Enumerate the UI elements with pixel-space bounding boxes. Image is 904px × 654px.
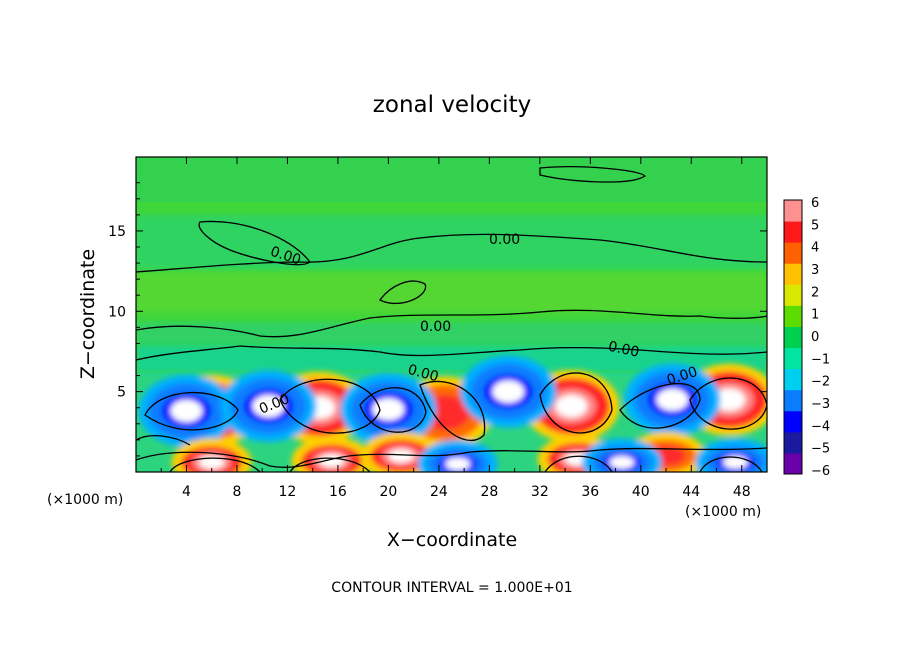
x-tick-label: 12 <box>279 484 297 500</box>
colorbar-label: −5 <box>811 442 830 457</box>
contour-line <box>539 372 613 434</box>
contour-label: 0.00 <box>607 339 641 361</box>
contour-line <box>136 345 767 361</box>
colorbar-swatch <box>784 431 802 454</box>
x-axis-label: X−coordinate <box>387 529 517 551</box>
velocity-cell-peak <box>656 388 689 411</box>
colorbar-swatch <box>784 221 802 243</box>
colorbar: 6 5 4 3 2 1 0 −1 −2 −3 −4 −5 −6 <box>783 196 830 479</box>
colorbar-label: 1 <box>811 308 819 323</box>
contour-line <box>136 447 767 468</box>
velocity-cell-peak <box>445 457 471 471</box>
colorbar-swatch <box>784 410 802 433</box>
colorbar-swatches <box>784 200 802 475</box>
colorbar-label: 4 <box>811 241 819 256</box>
x-tick-label: 32 <box>531 484 549 500</box>
field-band <box>136 157 767 202</box>
velocity-cell-peak <box>609 455 635 469</box>
colorbar-frame <box>783 199 803 475</box>
contour-line <box>539 166 646 183</box>
contour-label: 0.00 <box>406 362 440 386</box>
colorbar-swatch <box>784 200 802 222</box>
y-tick-label: 15 <box>108 224 126 240</box>
colorbar-label: 0 <box>811 330 819 345</box>
y-axis: 5 10 15 <box>108 182 767 457</box>
contour-line <box>198 220 311 266</box>
contour-line <box>136 233 767 273</box>
contour-line <box>144 391 239 431</box>
y-tick-label: 5 <box>117 385 126 401</box>
colorbar-label: 3 <box>811 263 819 278</box>
x-unit-right: (×1000 m) <box>685 504 761 520</box>
x-tick-label: 48 <box>733 484 751 500</box>
velocity-cell-peak <box>252 394 285 418</box>
colorbar-label: 6 <box>811 196 819 211</box>
colorbar-swatch <box>784 242 802 264</box>
contour-label: 0.00 <box>420 319 451 335</box>
contour-line <box>544 455 613 472</box>
colorbar-swatch <box>784 368 802 391</box>
colorbar-labels: 6 5 4 3 2 1 0 −1 −2 −3 −4 −5 −6 <box>811 196 830 479</box>
colorbar-swatch <box>784 452 802 475</box>
x-tick-label: 40 <box>632 484 650 500</box>
x-tick-label: 8 <box>232 484 241 500</box>
y-axis-label: Z−coordinate <box>77 249 99 379</box>
heatmap-field: 0.00 0.00 0.00 0.00 0.00 0.00 0.00 <box>136 157 767 472</box>
velocity-cell-peak <box>372 398 405 421</box>
colorbar-swatch <box>784 326 802 349</box>
contour-line <box>136 435 191 446</box>
zero-contours <box>136 166 767 472</box>
velocity-cell-peak <box>492 380 525 403</box>
contour-line <box>699 456 763 472</box>
colorbar-label: −3 <box>811 397 830 412</box>
contour-label: 0.00 <box>489 232 520 248</box>
x-tick-label: 16 <box>329 484 347 500</box>
velocity-cell-peak <box>555 394 588 418</box>
colorbar-swatch <box>784 284 802 306</box>
contour-line <box>136 309 767 338</box>
field-band <box>136 322 767 344</box>
contour-line <box>419 380 486 441</box>
x-tick-label: 4 <box>182 484 191 500</box>
colorbar-label: −1 <box>811 352 830 367</box>
x-tick-label: 36 <box>581 484 599 500</box>
field-band <box>136 272 767 312</box>
colorbar-swatch <box>784 263 802 285</box>
y-tick-label: 10 <box>108 304 126 320</box>
contour-line <box>619 382 701 429</box>
contour-line <box>279 378 381 434</box>
velocity-cell-peak <box>713 388 746 411</box>
x-axis: 4 8 12 16 20 24 28 32 36 40 44 48 <box>160 157 751 500</box>
velocity-cell-peak <box>388 449 414 463</box>
x-tick-label: 24 <box>430 484 448 500</box>
contour-interval-note: CONTOUR INTERVAL = 1.000E+01 <box>331 580 572 596</box>
colorbar-label: −2 <box>811 375 830 390</box>
colorbar-swatch <box>784 305 802 327</box>
contour-line <box>289 457 371 472</box>
x-tick-label: 44 <box>682 484 700 500</box>
colorbar-label: −6 <box>811 464 830 479</box>
contour-line <box>379 280 427 305</box>
contour-line <box>169 457 261 472</box>
velocity-cell-peak <box>170 399 203 423</box>
colorbar-swatch <box>784 389 802 412</box>
velocity-cell-peak <box>199 455 225 469</box>
contour-line <box>359 387 427 433</box>
colorbar-label: 2 <box>811 285 819 300</box>
chart-title: zonal velocity <box>373 92 531 118</box>
plot-frame <box>135 156 768 473</box>
contour-line <box>689 377 767 430</box>
x-tick-label: 28 <box>480 484 498 500</box>
colorbar-label: −4 <box>811 419 830 434</box>
colorbar-swatch <box>784 347 802 370</box>
x-unit-left: (×1000 m) <box>47 492 123 508</box>
colorbar-label: 5 <box>811 218 819 233</box>
x-tick-label: 20 <box>379 484 397 500</box>
